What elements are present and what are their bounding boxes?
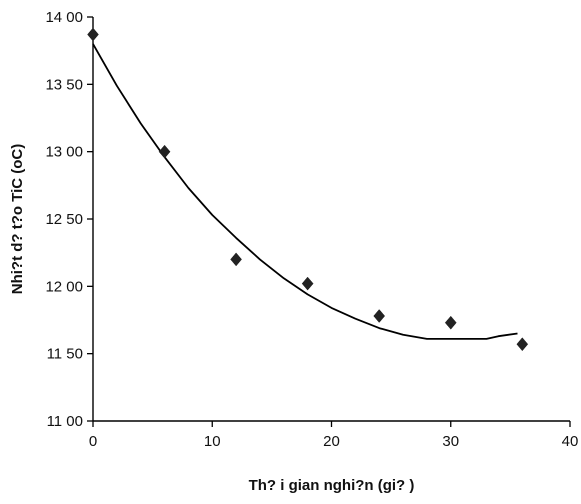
- y-tick-label: 13 00: [45, 144, 83, 161]
- data-point-marker: [301, 276, 314, 291]
- y-tick-label: 11 50: [47, 346, 83, 363]
- trendline-path: [92, 43, 518, 340]
- data-point-marker: [373, 309, 386, 323]
- x-tick-label: 30: [442, 433, 459, 450]
- data-point-marker: [87, 27, 99, 42]
- x-tick-label: 0: [89, 433, 97, 450]
- y-tick-label: 12 50: [45, 211, 83, 228]
- y-tick-label: 13 50: [45, 76, 83, 93]
- axes-group: [92, 17, 570, 422]
- y-axis-title: Nhi?t d? t?o TiC (oC): [9, 144, 26, 295]
- ticks-group: 11 00 11 50 12 00 12 50 13 00 13 50 14 00 0 10 20…: [45, 9, 578, 450]
- x-tick-label: 10: [204, 433, 221, 450]
- x-tick-label: 40: [562, 433, 579, 450]
- y-tick-label: 14 00: [45, 9, 83, 26]
- x-axis-title: Th? i gian nghi?n (gi? ): [249, 477, 415, 494]
- trendline-group: [92, 43, 518, 340]
- y-tick-label: 11 00: [47, 413, 83, 430]
- data-point-marker: [516, 337, 529, 352]
- x-tick-label: 20: [323, 433, 340, 450]
- data-point-marker: [444, 315, 457, 330]
- y-tick-label: 12 00: [45, 278, 83, 295]
- markers-group: [87, 27, 529, 352]
- data-point-marker: [158, 144, 171, 159]
- data-point-marker: [230, 252, 242, 267]
